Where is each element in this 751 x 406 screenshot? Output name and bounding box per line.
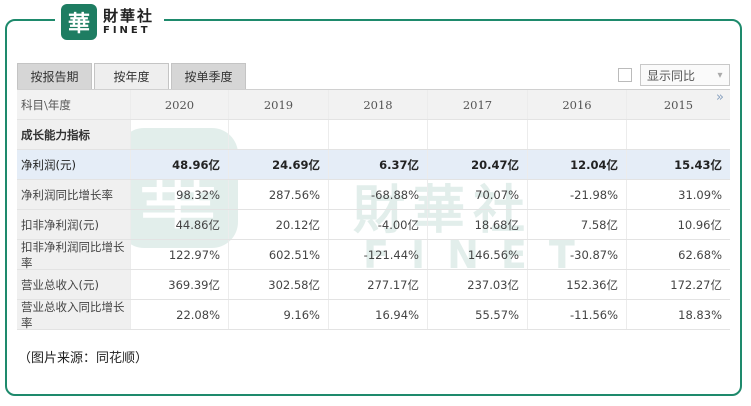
year-header: 2019 xyxy=(229,90,329,119)
table-cell: 62.68% xyxy=(678,247,722,262)
table-cell: 277.17亿 xyxy=(329,270,428,299)
year-header: 2018 xyxy=(329,90,428,119)
table-cell: 172.27亿 xyxy=(670,277,722,292)
year-header: 2020 xyxy=(131,90,229,119)
yoy-button[interactable]: 显示同比 ▾ xyxy=(640,64,730,86)
corner-label: 科目\年度 xyxy=(17,90,131,119)
next-arrow-icon[interactable]: » xyxy=(716,90,724,105)
table-cell: 20.12亿 xyxy=(229,210,329,239)
source-note: （图片来源：同花顺） xyxy=(18,351,149,366)
logo-cn-text: 財華社 xyxy=(103,6,155,25)
table-cell: 10.96亿 xyxy=(677,217,722,232)
row-label: 净利润同比增长率 xyxy=(17,180,131,209)
table-header-row: 科目\年度 2020 2019 2018 2017 2016 2015 » xyxy=(17,90,730,120)
table-cell: -30.87% xyxy=(528,240,627,269)
table-cell: 15.43亿 xyxy=(627,150,730,179)
tab-by-year[interactable]: 按年度 xyxy=(94,63,169,89)
table-cell: 18.83% xyxy=(678,307,722,322)
table-cell: 302.58亿 xyxy=(229,270,329,299)
table-cell: 9.16% xyxy=(229,300,329,329)
table-cell: 146.56% xyxy=(428,240,528,269)
yoy-checkbox[interactable] xyxy=(618,68,632,82)
table-cell: 18.68亿 xyxy=(428,210,528,239)
table-cell: -21.98% xyxy=(528,180,627,209)
row-label: 扣非净利润同比增长率 xyxy=(17,240,131,270)
logo-mark-icon: 華 xyxy=(61,4,97,40)
tab-by-quarter[interactable]: 按单季度 xyxy=(171,63,246,89)
logo-en-text: FINET xyxy=(103,24,151,36)
tab-bar: 按报告期 按年度 按单季度 显示同比 ▾ xyxy=(17,63,730,89)
table-cell: -121.44% xyxy=(329,240,428,269)
section-row: 成长能力指标 xyxy=(17,120,730,150)
table-cell: 48.96亿 xyxy=(131,150,229,179)
year-header: 2017 xyxy=(428,90,528,119)
table-cell: 31.09% xyxy=(678,187,722,202)
table-cell: 55.57% xyxy=(428,300,528,329)
table-cell: 22.08% xyxy=(131,300,229,329)
table-cell: 12.04亿 xyxy=(528,150,627,179)
table-cell: 6.37亿 xyxy=(329,150,428,179)
table-cell: 152.36亿 xyxy=(528,270,627,299)
table-row: 营业总收入(元) 369.39亿 302.58亿 277.17亿 237.03亿 152.… xyxy=(17,270,730,300)
table-cell: 237.03亿 xyxy=(428,270,528,299)
tab-by-report-period[interactable]: 按报告期 xyxy=(17,63,92,89)
row-label: 扣非净利润(元) xyxy=(17,210,131,239)
table-cell: 122.97% xyxy=(131,240,229,269)
yoy-toggle: 显示同比 ▾ xyxy=(618,63,730,87)
outer-frame xyxy=(5,19,742,396)
yoy-label: 显示同比 xyxy=(647,68,696,83)
table-cell: 70.07% xyxy=(428,180,528,209)
table-cell: 20.47亿 xyxy=(428,150,528,179)
table-cell: -4.00亿 xyxy=(329,210,428,239)
row-label: 营业总收入同比增长率 xyxy=(17,300,131,330)
table-row: 扣非净利润同比增长率 122.97% 602.51% -121.44% 146.56% -… xyxy=(17,240,730,270)
section-label: 成长能力指标 xyxy=(17,120,131,149)
table-row: 扣非净利润(元) 44.86亿 20.12亿 -4.00亿 18.68亿 7.58亿 10.… xyxy=(17,210,730,240)
year-header: 2016 xyxy=(528,90,627,119)
table-cell: 24.69亿 xyxy=(229,150,329,179)
row-label: 营业总收入(元) xyxy=(17,270,131,299)
table-row: 净利润同比增长率 98.32% 287.56% -68.88% 70.07% -21.98… xyxy=(17,180,730,210)
chevron-down-icon: ▾ xyxy=(717,69,723,81)
table-cell: 98.32% xyxy=(131,180,229,209)
table-cell: 602.51% xyxy=(229,240,329,269)
table-cell: -68.88% xyxy=(329,180,428,209)
year-header: 2015 xyxy=(627,90,730,119)
financial-table: 科目\年度 2020 2019 2018 2017 2016 2015 » 成长… xyxy=(17,89,730,330)
table-cell: -11.56% xyxy=(528,300,627,329)
table-row: 净利润(元) 48.96亿 24.69亿 6.37亿 20.47亿 12.04亿 15.43… xyxy=(17,150,730,180)
table-cell: 287.56% xyxy=(229,180,329,209)
row-label: 净利润(元) xyxy=(17,150,131,179)
table-cell: 44.86亿 xyxy=(131,210,229,239)
table-row: 营业总收入同比增长率 22.08% 9.16% 16.94% 55.57% -11.56%… xyxy=(17,300,730,330)
finet-logo: 華 財華社 FINET xyxy=(55,2,165,42)
table-cell: 369.39亿 xyxy=(131,270,229,299)
table-cell: 7.58亿 xyxy=(528,210,627,239)
table-cell: 16.94% xyxy=(329,300,428,329)
